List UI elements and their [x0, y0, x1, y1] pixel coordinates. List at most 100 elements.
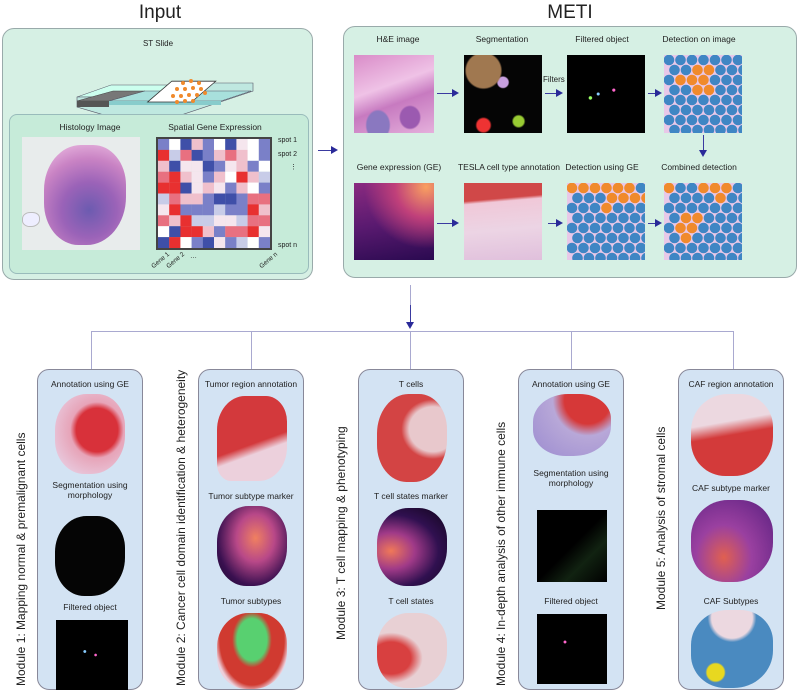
heatmap-cell [202, 182, 215, 194]
cell-marker [618, 252, 629, 260]
cell-marker [578, 222, 589, 234]
heatmap-cell [225, 160, 237, 172]
cell-marker [692, 212, 703, 224]
heatmap-cell [169, 204, 181, 216]
heatmap-cell [236, 226, 248, 238]
gene-label: … [190, 253, 197, 260]
gene-label: Gene n [258, 250, 280, 271]
cell-marker [721, 202, 732, 214]
cell-marker [664, 55, 675, 66]
heatmap-cell [214, 149, 226, 161]
cell-marker [692, 192, 703, 204]
cell-marker [618, 232, 629, 244]
segmentation-label: Segmentation [475, 34, 529, 44]
cell-marker [635, 222, 645, 234]
cell-marker [669, 212, 680, 224]
cell-marker [732, 114, 742, 126]
cell-marker [715, 64, 726, 76]
cell-marker [578, 202, 589, 214]
cell-marker [732, 222, 742, 234]
module-item-label: Annotation using GE [532, 379, 610, 389]
module-image [377, 508, 447, 586]
input-title: Input [138, 2, 182, 23]
arrow-icon [437, 219, 459, 227]
cell-marker [726, 84, 738, 96]
input-to-meti-arrow [318, 146, 338, 154]
heatmap-cell [214, 237, 226, 249]
module-image [217, 396, 287, 481]
cell-marker [567, 183, 578, 194]
heatmap-cell [180, 237, 192, 249]
module-image [691, 610, 773, 688]
heatmap-cell [180, 182, 192, 194]
module-5-title: Module 5: Analysis of stromal cells [654, 426, 668, 610]
cell-marker [567, 222, 578, 234]
cell-marker [709, 114, 721, 126]
cell-marker [675, 202, 686, 214]
heatmap-cell [202, 139, 215, 150]
cell-marker [635, 183, 645, 194]
cell-marker [675, 94, 686, 106]
heatmap-cell [214, 182, 226, 194]
he-image [354, 55, 434, 133]
module-image [56, 620, 128, 690]
cell-marker [715, 192, 726, 204]
cell-marker [726, 212, 738, 224]
module-5-panel: CAF region annotation CAF subtype marker… [678, 369, 784, 690]
cell-marker [583, 192, 595, 204]
heatmap-cell [247, 215, 259, 227]
heatmap-cell [247, 237, 259, 249]
cell-marker [709, 183, 721, 194]
heatmap-cell [191, 149, 203, 161]
cell-marker [726, 252, 738, 260]
combined-detection-label: Combined detection [661, 162, 737, 172]
input-panel: ST Slide Histology Image Spatial Gene Ex… [2, 28, 313, 280]
heatmap-cell [169, 139, 181, 150]
cell-marker [686, 114, 698, 126]
heatmap-cell [247, 204, 259, 216]
he-image-label: H&E image [376, 34, 420, 44]
heatmap-cell [191, 226, 203, 238]
heatmap-cell [214, 204, 226, 216]
cell-marker [664, 242, 675, 254]
gene-expression-image [354, 183, 434, 260]
cell-marker [715, 232, 726, 244]
module-item-label: CAF subtype marker [692, 483, 770, 493]
cell-marker [606, 232, 618, 244]
cell-marker [606, 192, 618, 204]
input-inner-panel: Histology Image Spatial Gene Expression … [9, 114, 309, 274]
cell-marker [680, 84, 692, 96]
cell-marker [686, 202, 698, 214]
cell-marker [692, 104, 703, 116]
cell-marker [703, 212, 715, 224]
cell-marker [641, 232, 645, 244]
meti-panel: H&E image Segmentation Filtered object D… [343, 26, 797, 278]
heatmap-cell [169, 237, 181, 249]
module-image [537, 510, 607, 582]
cell-marker [738, 232, 742, 244]
heatmap-cell [158, 226, 170, 238]
cell-marker [572, 252, 583, 260]
heatmap-cell [202, 204, 215, 216]
cell-marker [680, 232, 692, 244]
cell-marker [698, 94, 709, 106]
module-image [217, 613, 287, 689]
cell-marker [680, 252, 692, 260]
cell-marker [612, 183, 624, 194]
module-item-label: Segmentation using morphology [533, 468, 609, 488]
cell-marker [635, 202, 645, 214]
cell-marker [641, 192, 645, 204]
cell-marker [664, 202, 675, 214]
cell-marker [686, 222, 698, 234]
cell-marker [698, 55, 709, 66]
cell-marker [709, 55, 721, 66]
module-image [537, 614, 607, 684]
heatmap-cell [180, 215, 192, 227]
cell-marker [624, 242, 635, 254]
heatmap-cell [247, 160, 259, 172]
cell-marker [664, 94, 675, 106]
cell-marker [726, 64, 738, 76]
heatmap-cell [180, 171, 192, 183]
heatmap-cell [247, 182, 259, 194]
cell-marker [715, 252, 726, 260]
